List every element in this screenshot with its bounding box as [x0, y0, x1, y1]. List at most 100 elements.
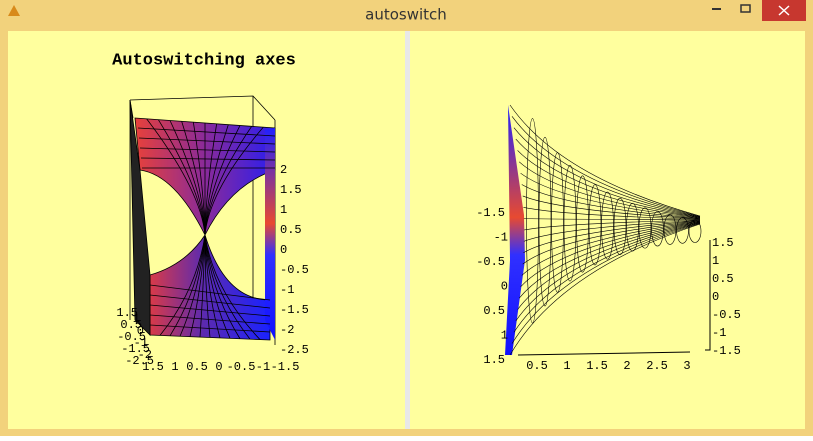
tick-label: -2.5: [280, 343, 309, 357]
tick-label: 1.5: [116, 306, 138, 320]
tick-label: -0.5: [280, 263, 309, 277]
mesh-ring: [663, 214, 677, 245]
tick-label: -1.5: [476, 206, 505, 220]
tick-label: 1.5: [280, 183, 302, 197]
tick-label: 1: [563, 359, 570, 373]
tick-label: 1: [501, 329, 508, 343]
tick-label: 0: [215, 360, 222, 374]
mesh-line: [204, 234, 211, 338]
mesh-line: [179, 234, 206, 337]
mesh-line: [149, 324, 271, 333]
mesh-line: [511, 223, 701, 344]
mesh-line: [199, 234, 206, 338]
mesh-line: [520, 172, 701, 219]
mesh-line: [523, 206, 701, 220]
tick-label: 0: [280, 243, 287, 257]
mesh-line: [515, 222, 701, 322]
tick-label: -1.5: [280, 303, 309, 317]
tick-label: -0.5: [712, 308, 741, 322]
mesh-line: [521, 221, 701, 276]
mesh-line: [522, 195, 701, 220]
mesh-line: [517, 150, 701, 218]
mesh-line: [513, 127, 701, 218]
mesh-ring: [526, 118, 539, 324]
mesh-line: [189, 234, 206, 337]
tick-label: 0.5: [712, 272, 734, 286]
mesh-line: [149, 304, 271, 317]
axis-lines: [517, 240, 711, 356]
mesh-line: [137, 127, 276, 137]
mesh-line: [522, 220, 701, 265]
tick-label: -1: [712, 326, 726, 340]
mesh-line: [204, 234, 231, 339]
tick-label: -1.5: [121, 342, 150, 356]
mesh-line: [139, 147, 276, 153]
tick-label: -1.5: [271, 360, 300, 374]
tick-label: 0.5: [120, 318, 142, 332]
tick-label: 1.5: [483, 353, 505, 367]
mesh-line: [169, 234, 206, 337]
tick-label: -0.5: [476, 255, 505, 269]
mesh-ring: [626, 203, 639, 252]
mesh-line: [523, 220, 701, 253]
mesh-line: [140, 157, 276, 161]
mesh-ring: [638, 207, 652, 249]
mesh-ring: [538, 136, 552, 307]
tick-label: 2.5: [646, 359, 668, 373]
splitter[interactable]: [405, 31, 410, 429]
mesh-line: [517, 222, 701, 310]
close-icon: [778, 5, 790, 16]
tick-label: 3: [683, 359, 690, 373]
tick-label: 0: [712, 290, 719, 304]
mesh-ring: [601, 191, 614, 260]
mesh-ring: [688, 219, 702, 243]
tick-label: -1.5: [712, 344, 741, 358]
tick-label: 0.5: [483, 304, 505, 318]
mesh-line: [509, 223, 701, 356]
app-icon: [8, 5, 20, 16]
mesh-ring: [576, 175, 589, 273]
tick-label: -1: [280, 283, 294, 297]
tick-label: 0.5: [186, 360, 208, 374]
tick-label: -1: [256, 360, 270, 374]
tick-label: 1.5: [586, 359, 608, 373]
mesh-line: [149, 284, 271, 301]
maximize-button[interactable]: [740, 4, 751, 13]
mesh-ring: [676, 217, 689, 244]
surface-edge: [505, 105, 525, 355]
plot-title: Autoswitching axes: [112, 51, 296, 70]
tick-label: 1.5: [712, 236, 734, 250]
mesh-line: [149, 314, 271, 325]
tick-label: -2.5: [125, 354, 154, 368]
tick-label: 2: [623, 359, 630, 373]
mesh-line: [513, 222, 701, 333]
mesh-line: [523, 218, 701, 220]
mesh-line: [523, 220, 701, 242]
mesh-line: [204, 126, 264, 236]
tick-label: 0: [501, 280, 508, 294]
tick-label: 1: [280, 203, 287, 217]
mesh-line: [509, 104, 701, 217]
mesh-ring: [588, 184, 602, 266]
mesh-ring: [651, 211, 664, 247]
tick-label: -2: [280, 323, 294, 337]
mesh-line: [204, 234, 261, 340]
window-title: autoswitch: [365, 6, 447, 24]
tick-label: 0.5: [280, 223, 302, 237]
tick-label: 1: [133, 312, 140, 326]
mesh-line: [138, 137, 276, 145]
mesh-ring: [563, 164, 577, 282]
tick-label: -1: [134, 336, 148, 350]
mesh-line: [518, 161, 701, 219]
mesh-ring: [613, 197, 627, 255]
mesh-line: [523, 219, 701, 231]
mesh-line: [149, 294, 271, 309]
minimize-button[interactable]: [712, 8, 721, 10]
mesh-ring: [551, 152, 564, 293]
tick-label: 1: [171, 360, 178, 374]
right-surface: [505, 104, 711, 356]
tick-label: -0.5: [117, 330, 146, 344]
tick-label: 2: [280, 163, 287, 177]
left-surface: [129, 95, 276, 345]
